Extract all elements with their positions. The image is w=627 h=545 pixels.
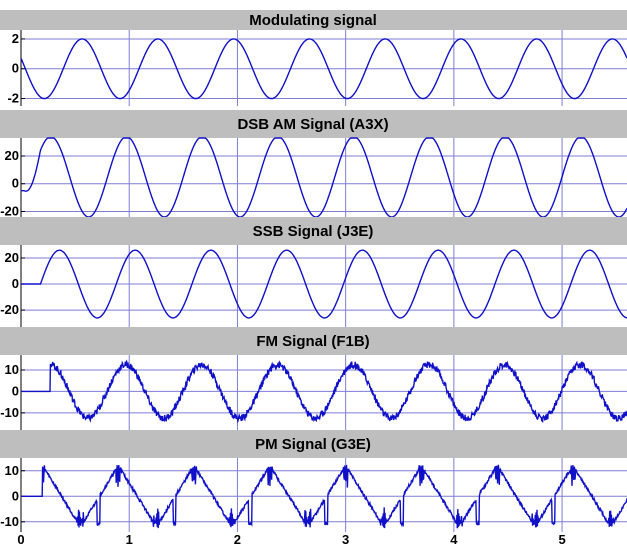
y-tick-label: -2 xyxy=(7,91,19,106)
y-tick-label: 0 xyxy=(12,61,19,76)
plot-area xyxy=(21,355,627,430)
y-tick-label: 0 xyxy=(12,488,19,503)
x-tick-label: 3 xyxy=(342,532,349,545)
panel-title: SSB Signal (J3E) xyxy=(253,223,374,240)
y-tick-label: 0 xyxy=(12,276,19,291)
panel-title: Modulating signal xyxy=(249,12,377,29)
panel-title: FM Signal (F1B) xyxy=(256,333,369,350)
y-tick-label: 20 xyxy=(5,148,19,163)
y-tick-label: 20 xyxy=(5,250,19,265)
scope-panel-4: FM Signal (F1B) 10 0 -10 xyxy=(0,327,627,430)
y-tick-label: -20 xyxy=(0,302,19,317)
signal-trace xyxy=(21,464,627,529)
x-tick-label: 0 xyxy=(17,532,24,545)
scope-panel-2: DSB AM Signal (A3X) 20 0 -20 xyxy=(0,110,627,218)
panel-title-bar xyxy=(0,10,627,30)
y-tick-label: 0 xyxy=(12,176,19,191)
panel-title: DSB AM Signal (A3X) xyxy=(237,116,388,133)
scope-panel-5: PM Signal (G3E) 10 0 -10 0 1 2 3 4 5 xyxy=(0,430,627,545)
signal-trace xyxy=(21,359,627,424)
y-tick-label: 0 xyxy=(12,383,19,398)
plot-area xyxy=(21,30,627,106)
scope-panel-3: SSB Signal (J3E) 20 0 -20 xyxy=(0,217,627,327)
panel-title-bar xyxy=(0,110,627,138)
signal-trace xyxy=(21,137,627,218)
plot-area xyxy=(21,245,627,327)
panel-title-bar xyxy=(0,217,627,245)
y-tick-label: 10 xyxy=(5,362,19,377)
panel-title-bar xyxy=(0,327,627,355)
y-tick-label: 10 xyxy=(5,463,19,478)
panel-title-bar xyxy=(0,430,627,458)
y-tick-label: 2 xyxy=(12,31,19,46)
y-tick-label: -10 xyxy=(0,405,19,420)
x-tick-label: 4 xyxy=(450,532,458,545)
scope-panel-1: Modulating signal 2 0 -2 xyxy=(0,10,627,106)
x-tick-label: 1 xyxy=(126,532,133,545)
x-tick-label: 5 xyxy=(558,532,565,545)
panel-title: PM Signal (G3E) xyxy=(255,436,371,453)
signal-trace xyxy=(20,38,627,100)
x-tick-label: 2 xyxy=(234,532,241,545)
y-tick-label: -20 xyxy=(0,203,19,218)
plot-area xyxy=(21,138,627,217)
y-tick-label: -10 xyxy=(0,514,19,529)
signal-trace xyxy=(21,249,627,319)
